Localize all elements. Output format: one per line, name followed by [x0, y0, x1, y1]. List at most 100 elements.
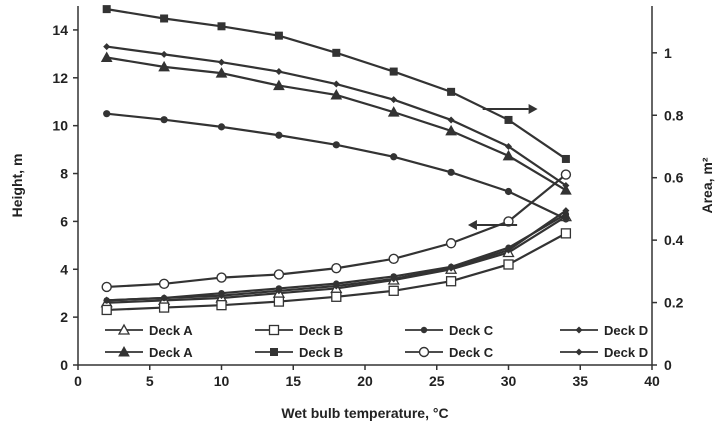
y-right-tick-label: 0.4 [664, 232, 684, 248]
data-point [160, 50, 168, 58]
arrow-left-head [467, 219, 477, 230]
legend-label: Deck D [604, 323, 648, 338]
data-point [275, 287, 283, 295]
legend-item: Deck A [105, 345, 193, 360]
data-point [504, 115, 513, 124]
legend-marker [118, 345, 130, 357]
arrow-right-head [528, 104, 538, 115]
legend-label: Deck A [149, 323, 193, 338]
data-point [562, 182, 570, 189]
data-point [331, 291, 342, 302]
series-5 [100, 51, 572, 195]
data-point [273, 269, 285, 280]
data-point [216, 300, 227, 311]
axes: 0 5 10 15 20 25 30 35 400246810121400.20.40.60.8… [52, 6, 684, 389]
data-point [273, 79, 285, 91]
series-layer [100, 5, 573, 316]
legend-item: Deck C [405, 323, 494, 338]
legend-marker [270, 348, 278, 356]
data-point [101, 304, 112, 316]
series-4 [103, 207, 570, 304]
series-line [106, 56, 567, 192]
data-point [561, 154, 570, 163]
data-point [218, 292, 225, 300]
legend-label: Deck C [449, 323, 494, 338]
data-point [332, 48, 341, 57]
data-point [560, 228, 572, 239]
x-tick-label: 15 [285, 373, 301, 389]
x-tick-label: 20 [357, 373, 373, 389]
data-point [388, 253, 399, 265]
data-point [447, 116, 455, 124]
data-point [560, 184, 572, 195]
data-point [445, 276, 457, 287]
data-point [505, 246, 512, 254]
data-point [101, 281, 112, 293]
data-point [274, 31, 283, 40]
data-point [160, 116, 168, 124]
annotations [467, 104, 538, 230]
data-point [102, 5, 111, 14]
y-right-tick-label: 1 [664, 45, 672, 61]
y-right-tick-label: 0 [664, 357, 672, 373]
data-point [103, 110, 111, 118]
data-point [390, 275, 398, 283]
data-point [160, 294, 168, 302]
data-point [100, 51, 113, 63]
data-point [560, 169, 572, 180]
data-point [103, 296, 111, 304]
series-8 [103, 43, 570, 189]
y-right-tick-label: 0.8 [664, 107, 684, 123]
legend-label: Deck B [299, 323, 343, 338]
data-point [273, 296, 285, 307]
data-point [332, 141, 340, 149]
legend-marker [575, 326, 583, 334]
data-point [160, 14, 169, 23]
y-left-tick-label: 4 [60, 261, 68, 277]
legend-label: Deck B [299, 345, 343, 360]
data-point [562, 215, 570, 223]
legend-item: Deck D [560, 345, 648, 360]
data-point [216, 272, 227, 283]
y-left-tick-label: 10 [52, 118, 68, 134]
data-point [388, 285, 399, 296]
data-point [275, 131, 283, 139]
x-tick-label: 0 [74, 373, 82, 389]
x-tick-label: 5 [146, 373, 154, 389]
data-point [158, 278, 170, 290]
y-left-tick-label: 0 [60, 357, 68, 373]
data-point [331, 263, 342, 274]
data-point [505, 142, 512, 150]
data-point [447, 264, 455, 272]
x-tick-label: 10 [214, 373, 230, 389]
series-2 [101, 228, 572, 316]
legend-item: Deck B [255, 323, 343, 338]
series-9 [103, 110, 570, 223]
data-point [215, 67, 228, 78]
data-point [445, 238, 457, 249]
legend-marker [268, 324, 280, 336]
data-point [218, 58, 225, 66]
y-left-tick-label: 2 [60, 309, 68, 325]
data-point [332, 282, 340, 290]
data-point [275, 68, 283, 76]
legend-item: Deck C [405, 345, 494, 360]
data-point [503, 259, 514, 270]
legend-label: Deck C [449, 345, 494, 360]
data-point [445, 124, 457, 136]
data-point [390, 96, 398, 104]
y-left-tick-label: 8 [60, 166, 68, 182]
data-point [390, 153, 398, 161]
legend-item: Deck B [255, 345, 343, 360]
data-point [158, 60, 170, 72]
data-point [504, 187, 513, 196]
legend-marker [575, 348, 583, 356]
series-6 [102, 5, 570, 163]
x-tick-label: 25 [429, 373, 445, 389]
data-point [562, 207, 570, 215]
legend-item: Deck A [105, 323, 193, 338]
legend-marker [418, 346, 430, 358]
y-axis-right-title: Area, m² [699, 157, 715, 213]
data-point [502, 149, 515, 161]
data-point [217, 123, 226, 131]
